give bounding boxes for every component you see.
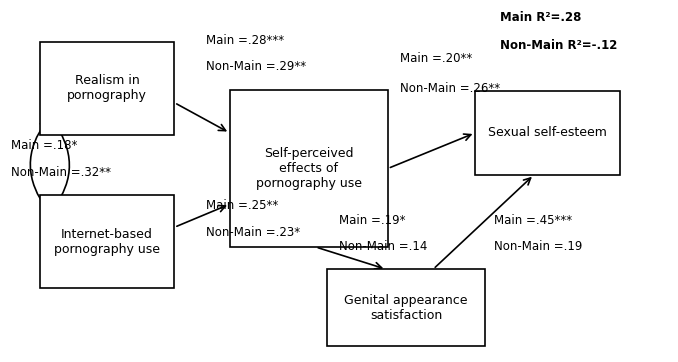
Text: Non-Main =.14: Non-Main =.14 (339, 240, 427, 253)
Text: Internet-based
pornography use: Internet-based pornography use (54, 228, 160, 256)
Text: Main R²=.28: Main R²=.28 (500, 10, 582, 24)
FancyBboxPatch shape (230, 90, 388, 247)
Text: Self-perceived
effects of
pornography use: Self-perceived effects of pornography us… (256, 147, 362, 190)
FancyBboxPatch shape (40, 42, 174, 135)
Text: Non-Main =.23*: Non-Main =.23* (206, 226, 300, 239)
Text: Sexual self-esteem: Sexual self-esteem (488, 126, 607, 139)
Text: Non-Main =.26**: Non-Main =.26** (399, 82, 500, 95)
Text: Main =.20**: Main =.20** (399, 51, 472, 64)
Text: Non-Main =.32**: Non-Main =.32** (11, 165, 111, 178)
Text: Non-Main =.19: Non-Main =.19 (494, 240, 582, 253)
Text: Genital appearance
satisfaction: Genital appearance satisfaction (344, 294, 468, 321)
FancyBboxPatch shape (327, 269, 485, 346)
Text: Realism in
pornography: Realism in pornography (67, 74, 147, 102)
Text: Main =.25**: Main =.25** (206, 199, 278, 212)
Text: Non-Main =.29**: Non-Main =.29** (206, 60, 306, 73)
Text: Main =.28***: Main =.28*** (206, 34, 284, 47)
Text: Main =.45***: Main =.45*** (494, 214, 572, 227)
Text: Main =.19*: Main =.19* (339, 214, 405, 227)
FancyBboxPatch shape (40, 195, 174, 288)
FancyBboxPatch shape (475, 91, 620, 175)
Text: Main =.18*: Main =.18* (11, 139, 77, 152)
Text: Non-Main R²=-.12: Non-Main R²=-.12 (500, 39, 618, 52)
